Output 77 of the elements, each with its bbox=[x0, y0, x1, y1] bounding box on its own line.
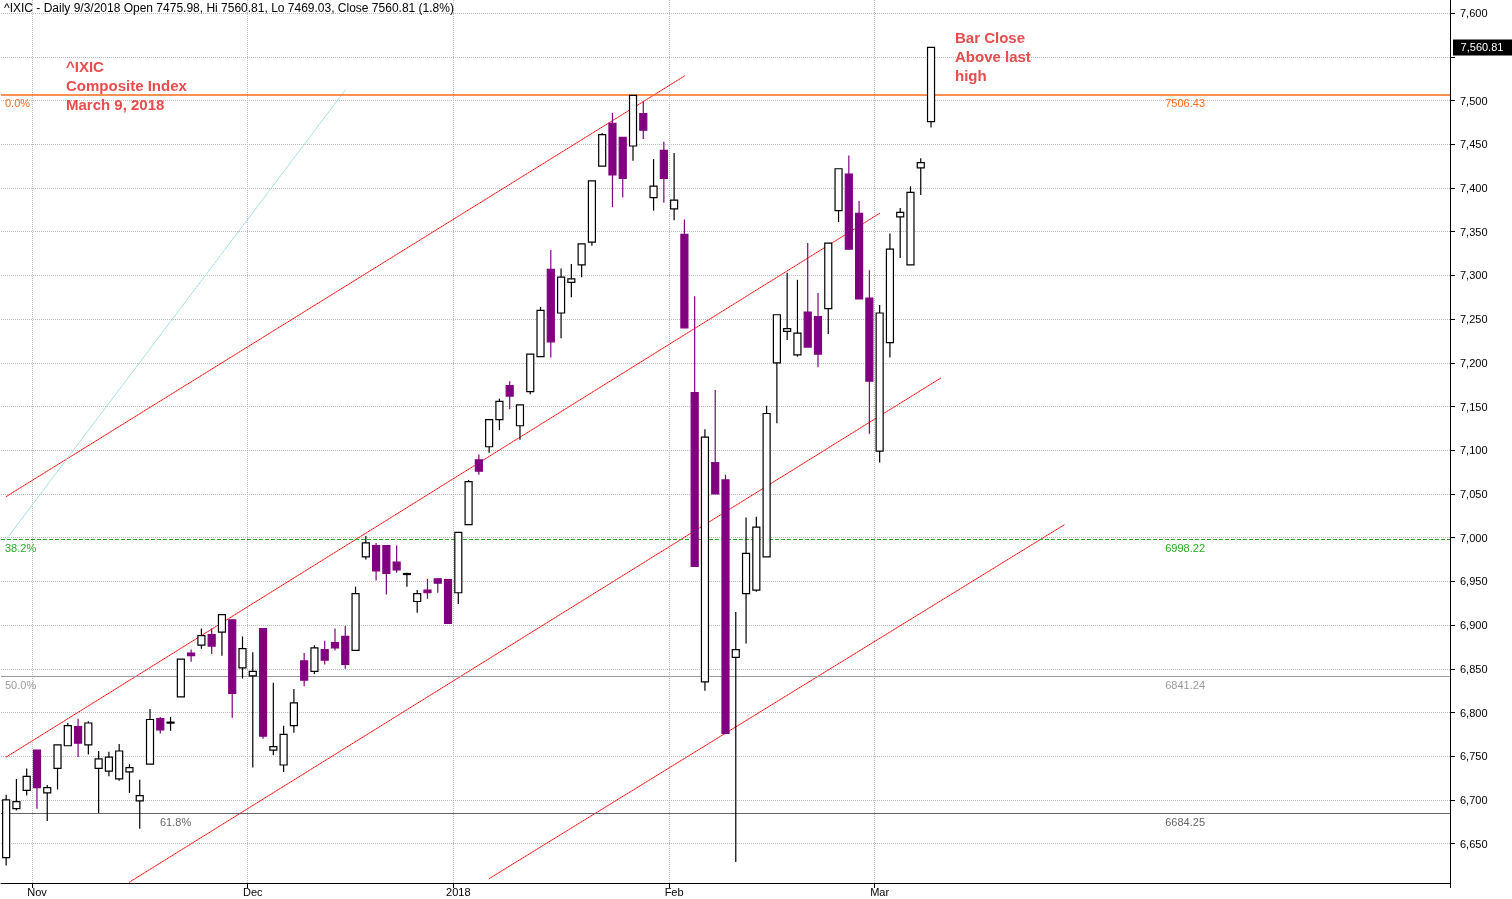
y-tick-label: 7,250 bbox=[1460, 313, 1488, 326]
candlestick bbox=[310, 644, 319, 675]
candlestick bbox=[197, 627, 206, 650]
candlestick bbox=[12, 778, 21, 812]
y-tick-label: 7,600 bbox=[1460, 7, 1488, 20]
candlestick bbox=[731, 611, 740, 863]
candlestick bbox=[413, 589, 422, 614]
candlestick bbox=[207, 627, 216, 655]
candlestick bbox=[474, 454, 483, 476]
ref-line-label: 6841.24 bbox=[1165, 678, 1205, 691]
candlestick bbox=[269, 682, 278, 756]
candlestick bbox=[793, 279, 802, 358]
x-tick-label: Mar bbox=[870, 885, 890, 898]
y-tick-label: 7,050 bbox=[1460, 487, 1488, 500]
candlestick bbox=[73, 718, 83, 758]
annotation: 50.0% bbox=[5, 678, 37, 691]
y-tick-label: 7,150 bbox=[1460, 400, 1488, 413]
candlestick bbox=[649, 158, 658, 212]
annotation: Bar Close Above last high bbox=[955, 29, 1031, 84]
candlestick bbox=[639, 100, 648, 140]
candlestick bbox=[94, 750, 103, 814]
candlestick bbox=[53, 744, 62, 791]
candlestick bbox=[84, 720, 93, 756]
candlestick bbox=[300, 652, 309, 687]
candlestick bbox=[577, 243, 586, 278]
y-tick-label: 7,100 bbox=[1460, 444, 1488, 457]
annotation: 61.8% bbox=[160, 816, 192, 829]
candlestick bbox=[670, 152, 679, 221]
annotation: ^IXIC Composite Index March 9, 2018 bbox=[66, 58, 188, 113]
ref-line-label: 6998.22 bbox=[1165, 541, 1205, 554]
y-tick-label: 6,750 bbox=[1460, 750, 1488, 763]
candlestick bbox=[330, 627, 340, 652]
text: 7,560.81 bbox=[1460, 41, 1504, 54]
y-tick-label: 7,350 bbox=[1460, 225, 1488, 238]
chart-title: ^IXIC - Daily 9/3/2018 Open 7475.98, Hi 7560.81, Lo 7469.03, Close 7560.81 (1.8%) bbox=[4, 1, 454, 15]
y-tick-label: 7,450 bbox=[1460, 138, 1488, 151]
y-tick-label: 6,650 bbox=[1460, 837, 1488, 850]
y-tick-label: 7,500 bbox=[1460, 94, 1488, 107]
y-tick-label: 7,000 bbox=[1460, 531, 1488, 544]
y-tick-label: 6,800 bbox=[1460, 706, 1488, 719]
candlestick bbox=[495, 398, 504, 431]
candlestick bbox=[289, 688, 298, 734]
candlestick bbox=[361, 535, 370, 561]
candlestick bbox=[320, 640, 329, 666]
candlestick bbox=[217, 614, 227, 657]
candlestick bbox=[783, 272, 792, 341]
candlestick bbox=[423, 578, 432, 600]
candlestick bbox=[125, 763, 134, 794]
y-tick-label: 7,200 bbox=[1460, 356, 1488, 369]
x-tick-label: Dec bbox=[243, 885, 264, 898]
candlestick bbox=[515, 404, 525, 441]
y-tick-label: 7,400 bbox=[1460, 181, 1488, 194]
candlestick bbox=[916, 157, 925, 196]
candlestick bbox=[248, 651, 257, 769]
x-tick-label: Feb bbox=[664, 885, 684, 898]
candlestick bbox=[238, 635, 247, 680]
candlestick bbox=[402, 572, 412, 588]
y-tick-label: 6,850 bbox=[1460, 662, 1488, 675]
candlestick bbox=[22, 767, 31, 797]
annotation: 38.2% bbox=[5, 541, 37, 554]
candlestick bbox=[43, 784, 52, 822]
y-tick-label: 6,900 bbox=[1460, 619, 1488, 632]
x-tick-label: 2018 bbox=[446, 885, 471, 898]
annotation: 0.0% bbox=[5, 97, 31, 110]
candlestick bbox=[567, 263, 576, 298]
y-tick-label: 6,950 bbox=[1460, 575, 1488, 588]
y-tick-label: 7,300 bbox=[1460, 269, 1488, 282]
ref-line-label: 6684.25 bbox=[1165, 816, 1205, 829]
ref-line-label: 7506.43 bbox=[1165, 97, 1205, 110]
candlestick bbox=[135, 779, 144, 830]
candlestick bbox=[505, 380, 514, 410]
candlestick bbox=[896, 207, 905, 259]
candlestick bbox=[187, 648, 196, 663]
candlestick bbox=[104, 751, 113, 777]
x-tick-label: Nov bbox=[27, 885, 48, 898]
y-tick-label: 6,700 bbox=[1460, 793, 1488, 806]
candlestick bbox=[63, 722, 72, 747]
